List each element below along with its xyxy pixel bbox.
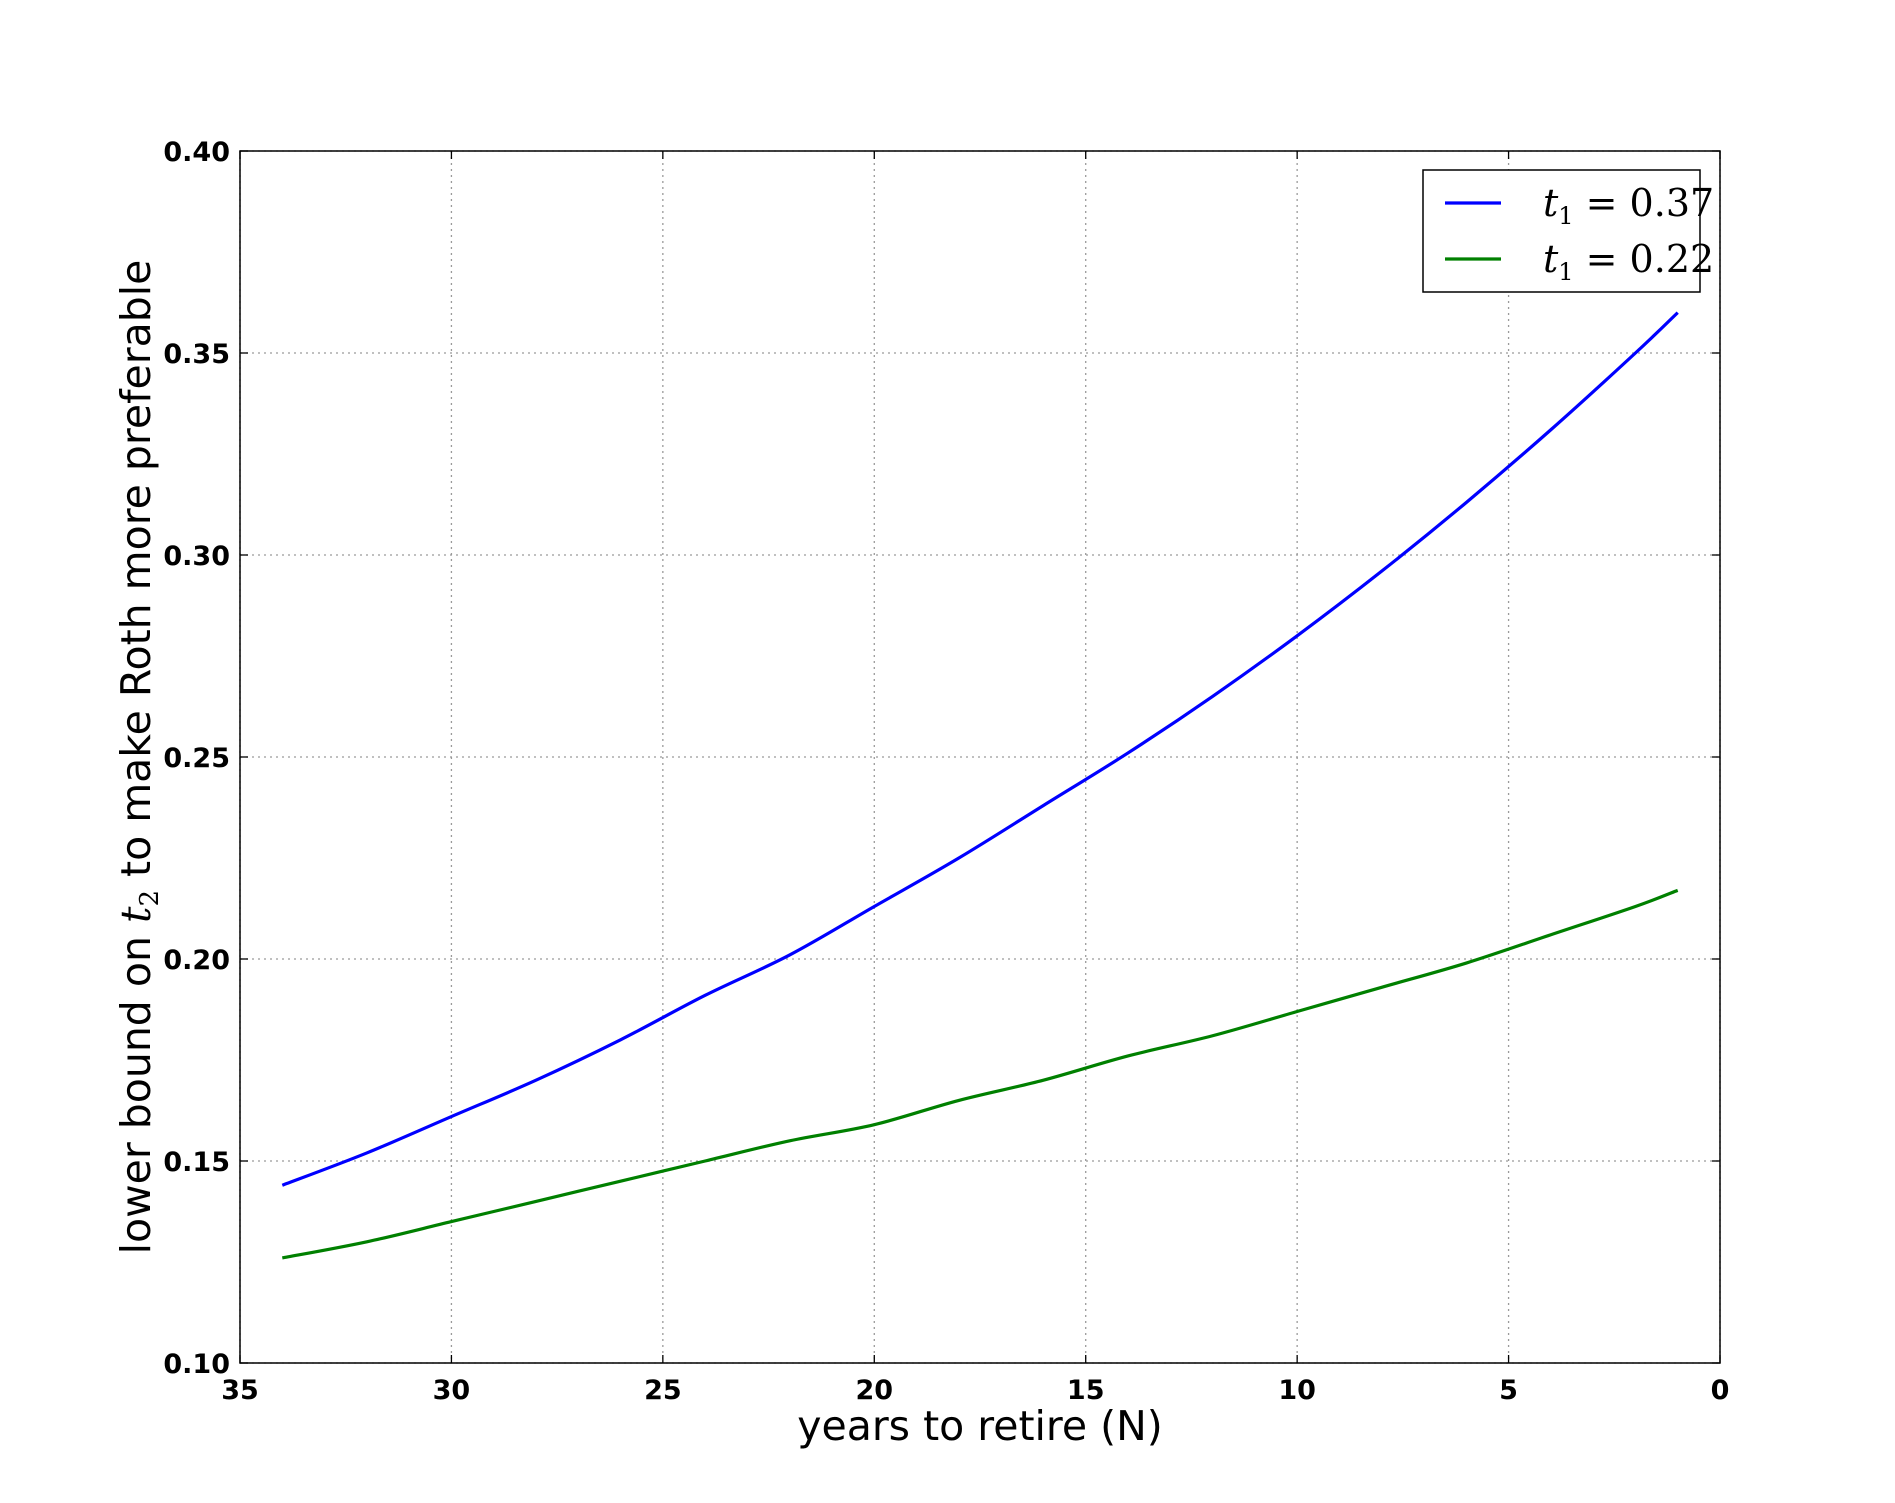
x-tick-label: 0 xyxy=(1711,1375,1730,1406)
series-line-1 xyxy=(281,311,1679,1187)
x-tick-label: 5 xyxy=(1499,1375,1518,1406)
y-axis-label-before: lower bound on xyxy=(112,923,160,1254)
x-tick-label: 10 xyxy=(1278,1375,1316,1406)
y-tick-label: 0.40 xyxy=(163,137,230,168)
series-line-2 xyxy=(281,888,1679,1260)
x-axis-label: years to retire (N) xyxy=(797,1402,1163,1450)
legend-label-2: t1 = 0.22 xyxy=(1543,237,1714,286)
y-axis-label-after: to make Roth more preferable xyxy=(112,260,160,890)
legend-value: = 0.37 xyxy=(1574,181,1715,225)
y-axis-label-subscript: 2 xyxy=(135,890,165,907)
x-tick-label: 30 xyxy=(433,1375,471,1406)
axis-ticks: 35 30 25 20 15 10 5 0 0.10 0.15 0.20 0.25 0.30 0.35 0.… xyxy=(163,137,1729,1406)
legend-subscript: 1 xyxy=(1558,258,1573,286)
legend-var: t xyxy=(1543,237,1559,281)
legend-var: t xyxy=(1543,181,1559,225)
x-tick-label: 15 xyxy=(1067,1375,1105,1406)
legend-box xyxy=(1422,169,1701,293)
y-tick-label: 0.30 xyxy=(163,541,230,572)
x-tick-label: 25 xyxy=(644,1375,682,1406)
series-lines xyxy=(281,311,1679,1260)
y-axis-label-variable: t xyxy=(112,906,160,923)
legend-subscript: 1 xyxy=(1558,202,1573,230)
legend-label-1: t1 = 0.37 xyxy=(1543,181,1714,230)
y-tick-label: 0.25 xyxy=(163,743,230,774)
y-tick-label: 0.20 xyxy=(163,945,230,976)
y-tick-label: 0.35 xyxy=(163,339,230,370)
x-tick-label: 35 xyxy=(221,1375,259,1406)
x-tick-label: 20 xyxy=(855,1375,893,1406)
legend-value: = 0.22 xyxy=(1574,237,1715,281)
y-tick-label: 0.10 xyxy=(163,1349,230,1380)
y-tick-label: 0.15 xyxy=(163,1147,230,1178)
axis-labels: years to retire (N) lower bound on t2 to… xyxy=(112,260,1163,1450)
y-axis-label: lower bound on t2 to make Roth more pref… xyxy=(112,260,165,1255)
